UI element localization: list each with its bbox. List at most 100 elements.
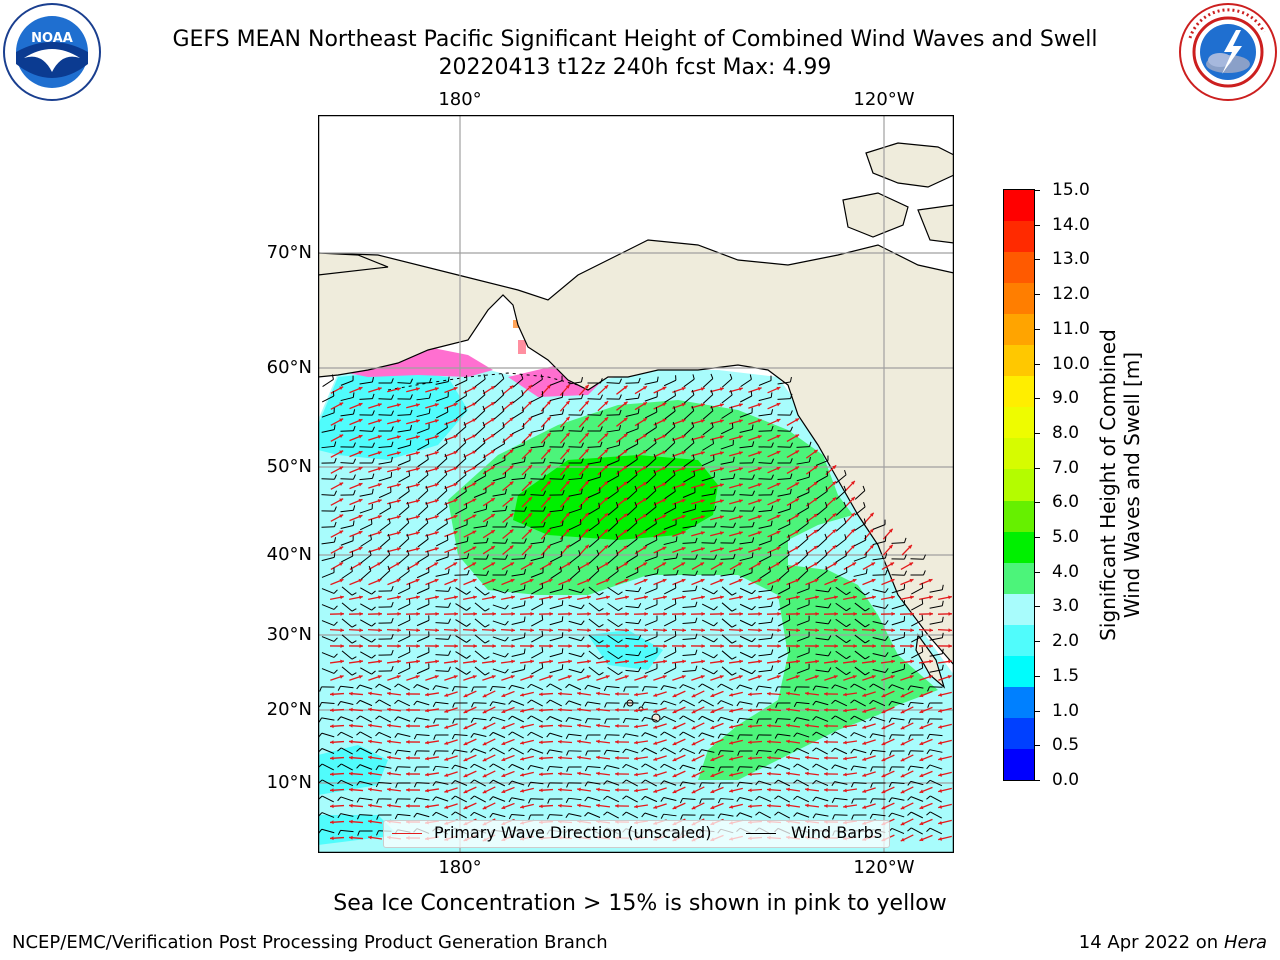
wave-direction-arrow	[520, 691, 534, 697]
wave-direction-arrow	[368, 451, 382, 457]
wind-barb	[607, 666, 623, 676]
wave-direction-arrow	[747, 692, 763, 697]
wind-barb	[908, 734, 924, 740]
wind-barb	[851, 814, 867, 820]
wind-barb	[340, 442, 356, 448]
wind-barb	[853, 551, 867, 562]
wind-barb	[454, 553, 470, 561]
wave-direction-arrow	[349, 434, 363, 442]
wind-barb	[321, 490, 337, 496]
wind-barb	[736, 796, 753, 802]
wave-direction-arrow	[747, 724, 763, 729]
wind-barb	[641, 812, 658, 818]
wind-barb	[679, 684, 696, 690]
wave-direction-arrow	[367, 691, 383, 696]
wave-direction-arrow	[387, 435, 401, 441]
wave-direction-arrow	[710, 722, 724, 730]
wave-direction-arrow	[578, 432, 590, 444]
wave-direction-arrow	[691, 419, 705, 425]
wind-barb	[321, 668, 338, 674]
wind-barb	[340, 489, 356, 496]
wind-barb	[891, 664, 906, 674]
wind-barb	[698, 715, 715, 723]
wind-barb	[378, 426, 394, 432]
wind-barb	[850, 683, 867, 691]
wind-barb	[645, 485, 657, 500]
wave-direction-arrow	[671, 628, 687, 633]
wave-direction-arrow	[672, 561, 686, 571]
wind-barb	[682, 554, 698, 560]
footer-right: 14 Apr 2022 on Hera	[1079, 932, 1267, 954]
wind-barb	[850, 765, 867, 771]
wave-direction-arrow	[653, 530, 667, 538]
wave-direction-arrow	[633, 772, 649, 777]
wind-barb	[378, 394, 394, 400]
wave-direction-arrow	[444, 787, 458, 793]
wind-barb	[416, 599, 430, 611]
colorbar-segment	[1004, 748, 1034, 781]
wind-barb	[474, 405, 486, 420]
wind-barb	[378, 633, 394, 640]
wave-direction-arrow	[633, 788, 649, 793]
wind-barb	[737, 750, 753, 756]
wind-barb	[508, 700, 525, 706]
wind-barb	[359, 503, 373, 514]
wave-direction-arrow	[653, 482, 667, 490]
wind-barb	[584, 781, 601, 787]
wave-direction-arrow	[559, 384, 571, 396]
wave-direction-arrow	[842, 804, 858, 809]
wind-barb	[816, 486, 828, 500]
wind-barb	[850, 782, 867, 788]
wave-direction-arrow	[691, 690, 705, 698]
wave-direction-arrow	[463, 706, 477, 714]
wind-barb	[489, 812, 506, 818]
wave-direction-arrow	[482, 770, 496, 778]
wind-barb	[511, 522, 527, 528]
wave-direction-arrow	[463, 595, 477, 600]
wind-barb	[489, 747, 505, 755]
wave-direction-arrow	[615, 675, 629, 681]
wind-barb	[378, 441, 394, 448]
wind-barb	[530, 567, 544, 578]
wave-direction-arrow	[804, 723, 820, 728]
wave-direction-arrow	[538, 659, 554, 664]
wind-barb	[721, 406, 733, 419]
wave-direction-arrow	[597, 400, 609, 412]
wind-barb	[397, 425, 413, 433]
wave-direction-arrow	[462, 659, 478, 664]
wind-barb	[777, 503, 791, 514]
wave-direction-arrow	[786, 513, 800, 523]
wave-direction-arrow	[691, 802, 705, 810]
wind-barb	[908, 750, 924, 756]
wave-direction-arrow	[938, 835, 952, 841]
wind-barb	[341, 634, 357, 644]
wave-direction-arrow	[938, 819, 952, 825]
wave-direction-arrow	[881, 706, 895, 714]
wave-direction-arrow	[633, 740, 649, 745]
wave-direction-arrow	[823, 611, 839, 616]
wave-direction-arrow	[406, 451, 420, 457]
wave-direction-arrow	[823, 692, 839, 696]
wave-direction-arrow	[463, 675, 477, 681]
wave-direction-arrow	[463, 402, 477, 410]
wind-barb	[625, 587, 642, 593]
wind-barb	[797, 518, 809, 532]
wave-direction-arrow	[329, 724, 345, 729]
wave-direction-arrow	[578, 464, 590, 476]
wave-direction-arrow	[900, 690, 914, 698]
wave-direction-arrow	[502, 417, 514, 427]
wave-direction-arrow	[500, 628, 516, 633]
wave-direction-arrow	[804, 628, 820, 633]
wave-direction-arrow	[881, 770, 895, 778]
wave-direction-arrow	[634, 578, 648, 586]
wind-barb	[907, 811, 924, 819]
wave-direction-arrow	[729, 707, 743, 713]
wind-barb	[739, 667, 756, 675]
wave-direction-arrow	[938, 739, 952, 745]
wind-barb	[341, 666, 357, 676]
wind-barb	[872, 536, 887, 546]
wind-barb	[398, 470, 411, 483]
wind-barb	[758, 520, 773, 529]
wind-barb	[455, 502, 468, 515]
wind-barb	[796, 456, 811, 465]
